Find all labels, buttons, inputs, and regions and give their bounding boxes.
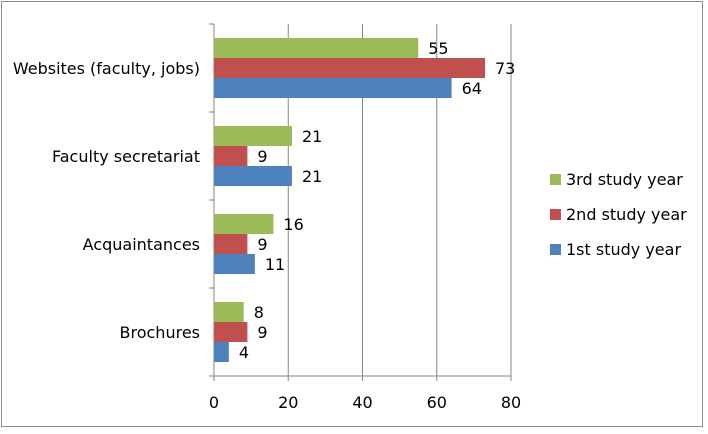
- legend-label-2nd-study-year: 2nd study year: [566, 205, 687, 224]
- data-label-3rd-study-year-faculty-secretariat: 21: [302, 127, 322, 146]
- bar-2nd-study-year-faculty-secretariat: [214, 146, 248, 166]
- x-tick-label-20: 20: [278, 393, 298, 412]
- legend-swatch-2nd-study-year: [550, 209, 561, 220]
- data-label-2nd-study-year-faculty-secretariat: 9: [257, 147, 267, 166]
- data-label-1st-study-year-websites-faculty-jobs: 64: [462, 79, 482, 98]
- category-label-brochures: Brochures: [120, 323, 200, 342]
- legend-swatch-1st-study-year: [550, 244, 561, 255]
- bar-1st-study-year-acquaintances: [214, 254, 255, 274]
- data-label-1st-study-year-brochures: 4: [239, 343, 249, 362]
- bar-3rd-study-year-faculty-secretariat: [214, 126, 292, 146]
- data-label-2nd-study-year-brochures: 9: [257, 323, 267, 342]
- x-tick-label-60: 60: [427, 393, 447, 412]
- bar-3rd-study-year-websites-faculty-jobs: [214, 38, 419, 58]
- category-label-acquaintances: Acquaintances: [83, 235, 200, 254]
- category-label-faculty-secretariat: Faculty secretariat: [52, 147, 200, 166]
- bar-2nd-study-year-acquaintances: [214, 234, 248, 254]
- data-label-1st-study-year-acquaintances: 11: [265, 255, 285, 274]
- x-tick-label-40: 40: [352, 393, 372, 412]
- bar-2nd-study-year-brochures: [214, 322, 248, 342]
- bar-3rd-study-year-brochures: [214, 302, 244, 322]
- data-label-3rd-study-year-websites-faculty-jobs: 55: [428, 39, 448, 58]
- bar-1st-study-year-faculty-secretariat: [214, 166, 292, 186]
- data-label-1st-study-year-faculty-secretariat: 21: [302, 167, 322, 186]
- legend-label-3rd-study-year: 3rd study year: [566, 170, 683, 189]
- bar-1st-study-year-brochures: [214, 342, 229, 362]
- legend-label-1st-study-year: 1st study year: [566, 240, 681, 259]
- data-label-2nd-study-year-acquaintances: 9: [257, 235, 267, 254]
- x-tick-label-0: 0: [209, 393, 219, 412]
- data-label-3rd-study-year-brochures: 8: [254, 303, 264, 322]
- category-label-websites-faculty-jobs: Websites (faculty, jobs): [13, 59, 200, 78]
- bar-3rd-study-year-acquaintances: [214, 214, 274, 234]
- bar-2nd-study-year-websites-faculty-jobs: [214, 58, 486, 78]
- legend-swatch-3rd-study-year: [550, 174, 561, 185]
- data-label-2nd-study-year-websites-faculty-jobs: 73: [495, 59, 515, 78]
- data-label-3rd-study-year-acquaintances: 16: [283, 215, 303, 234]
- x-tick-label-80: 80: [501, 393, 521, 412]
- bar-1st-study-year-websites-faculty-jobs: [214, 78, 452, 98]
